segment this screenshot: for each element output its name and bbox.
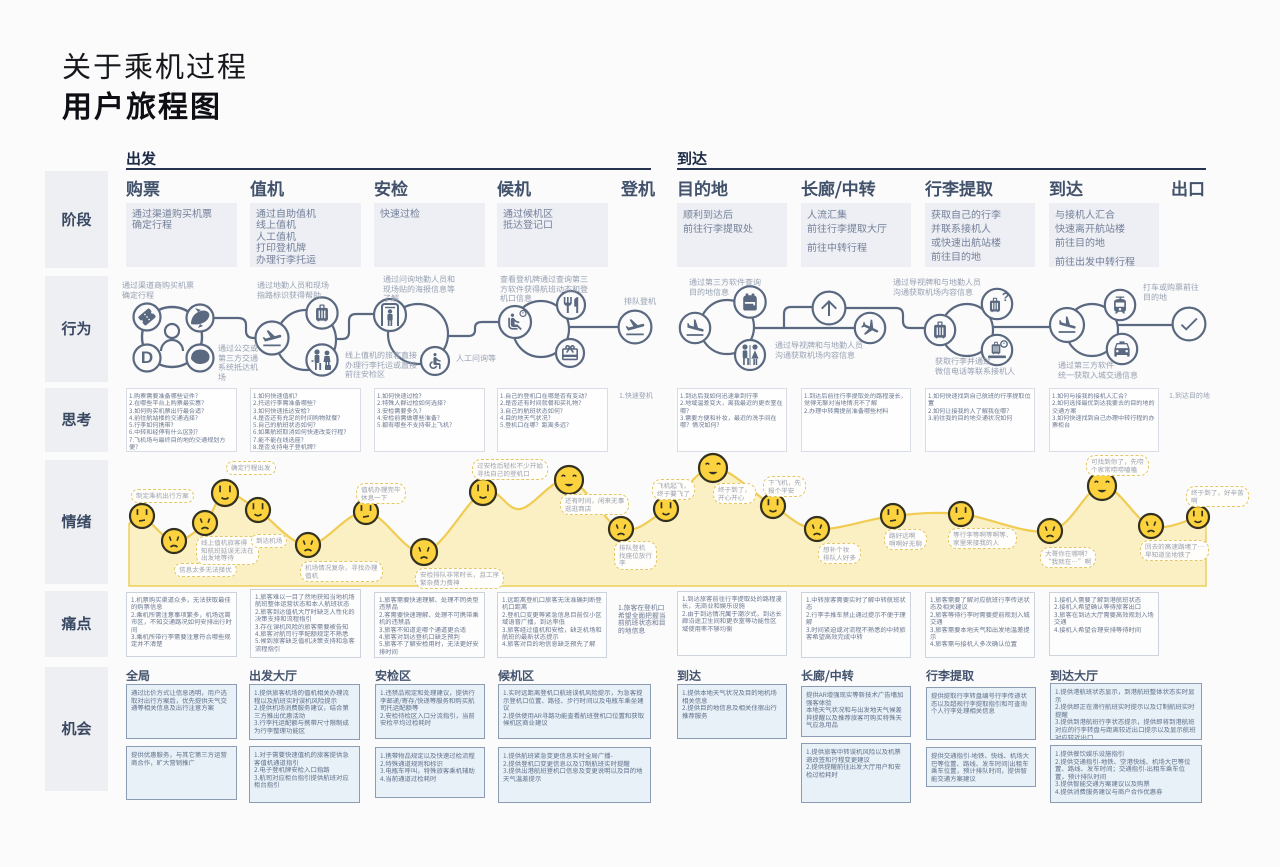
svg-text:D: D (141, 348, 153, 367)
svg-text:?: ? (1002, 290, 1009, 304)
